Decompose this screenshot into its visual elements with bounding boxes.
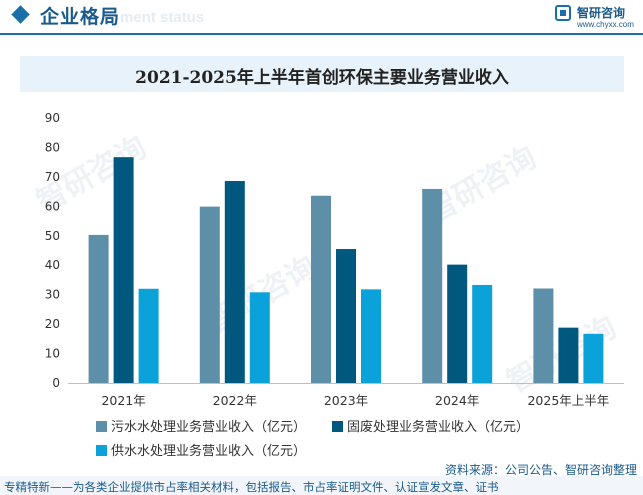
y-tick-label: 60 <box>45 199 60 213</box>
bar <box>199 206 220 383</box>
y-tick-label: 10 <box>45 347 60 361</box>
y-tick-label: 40 <box>45 258 60 272</box>
legend-item-water-supply: 供水水处理业务营业收入（亿元） <box>96 440 306 459</box>
y-tick-label: 90 <box>45 111 60 125</box>
bar <box>583 333 604 383</box>
page-header: ment status 企业格局 智研咨询 www.chyxx.com <box>0 0 643 35</box>
legend-label-wastewater: 污水水处理业务营业收入（亿元） <box>111 420 307 435</box>
x-tick-label: 2023年 <box>324 393 368 408</box>
logo-url: www.chyxx.com <box>577 20 634 29</box>
y-tick-label: 0 <box>52 376 60 390</box>
brand-logo: 智研咨询 www.chyxx.com <box>555 4 639 32</box>
bar <box>533 288 554 383</box>
chart-legend: 污水水处理业务营业收入（亿元） 固废处理业务营业收入（亿元） 供水水处理业务营业… <box>96 414 596 460</box>
x-tick-label: 2021年 <box>101 393 145 408</box>
section-subtitle: ment status <box>120 9 205 26</box>
bar <box>336 249 356 383</box>
bar <box>472 284 493 383</box>
header-divider <box>0 33 643 35</box>
bar <box>361 289 381 383</box>
page-footer: 专精特新——为各类企业提供市占率相关材料，包括报告、市占率证明文件、认证宣发文章… <box>0 476 643 495</box>
legend-label-water-supply: 供水水处理业务营业收入（亿元） <box>111 444 307 459</box>
bar <box>113 157 134 383</box>
y-tick-label: 70 <box>45 170 60 184</box>
logo-icon <box>555 5 571 21</box>
legend-swatch-solid-waste <box>332 421 343 432</box>
y-tick-label: 30 <box>45 288 60 302</box>
legend-swatch-wastewater <box>96 421 107 432</box>
bar <box>249 292 270 383</box>
bar <box>558 327 579 383</box>
legend-item-wastewater: 污水水处理业务营业收入（亿元） <box>96 416 306 435</box>
bar <box>447 264 468 383</box>
footer-text: 专精特新——为各类企业提供市占率相关材料，包括报告、市占率证明文件、认证宣发文章… <box>4 480 499 494</box>
bar <box>88 234 109 383</box>
y-tick-label: 80 <box>45 140 60 154</box>
y-tick-label: 20 <box>45 317 60 331</box>
legend-item-solid-waste: 固废处理业务营业收入（亿元） <box>332 416 529 435</box>
bar <box>311 195 331 383</box>
legend-swatch-water-supply <box>96 445 107 456</box>
x-tick-label: 2022年 <box>213 393 257 408</box>
chart-title: 2021-2025年上半年首创环保主要业务营业收入 <box>135 68 509 88</box>
x-tick-label: 2024年 <box>435 393 479 408</box>
data-source: 资料来源：公司公告、智研咨询整理 <box>444 463 637 477</box>
bar <box>138 288 159 383</box>
x-tick-label: 2025年上半年 <box>527 393 609 408</box>
y-tick-label: 50 <box>45 229 60 243</box>
bar <box>422 188 443 383</box>
logo-name: 智研咨询 <box>577 6 626 20</box>
legend-label-solid-waste: 固废处理业务营业收入（亿元） <box>347 420 530 435</box>
section-title: 企业格局 <box>40 6 121 28</box>
chart-title-bar: 2021-2025年上半年首创环保主要业务营业收入 <box>20 56 624 92</box>
bar-chart: 0 10 20 30 40 50 60 70 80 90 2021年 2022年 2023年 2024年 2… <box>45 111 624 408</box>
bar <box>224 181 245 383</box>
